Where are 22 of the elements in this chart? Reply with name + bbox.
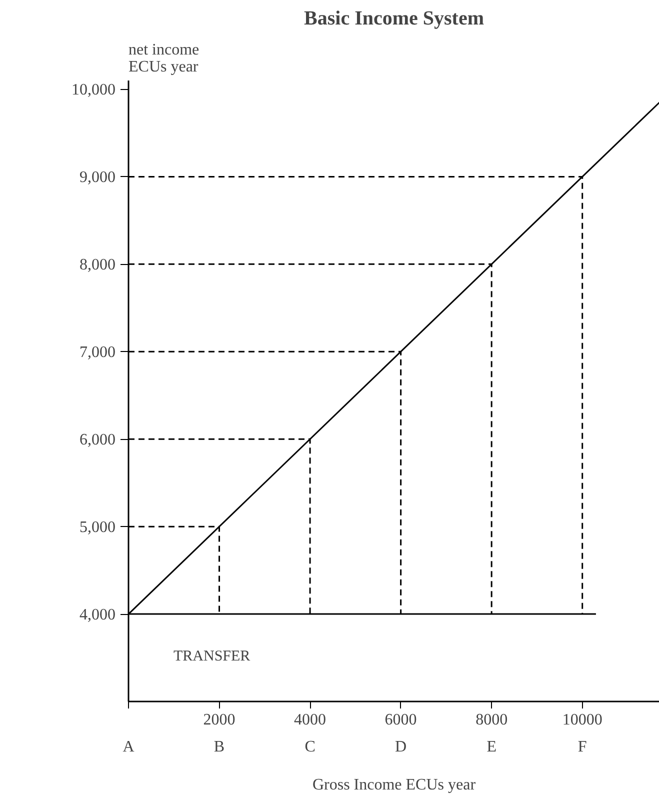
y-tick-label: 9,000 bbox=[80, 169, 116, 186]
y-tick-label: 5,000 bbox=[80, 519, 116, 536]
y-axis-title: net income ECUs year bbox=[128, 42, 200, 76]
annotation: TRANSFER bbox=[174, 648, 250, 664]
x-tick-label: 10000 bbox=[562, 712, 602, 728]
text: B bbox=[214, 738, 225, 756]
y-tick-label: 8,000 bbox=[80, 256, 116, 274]
y-tick-label: 7,000 bbox=[80, 344, 116, 362]
chart-title: Basic Income System bbox=[304, 8, 484, 30]
x-tick-label: 6000 bbox=[384, 712, 417, 728]
x-tick-label: 8000 bbox=[476, 712, 508, 728]
text: D bbox=[395, 738, 407, 756]
x-axis-title: Gross Income ECUs year bbox=[312, 776, 476, 794]
y-tick-label: 10,000 bbox=[72, 82, 116, 99]
text: C bbox=[304, 738, 316, 756]
y-tick-label: 4,000 bbox=[80, 606, 116, 624]
y-tick-label: 6,000 bbox=[80, 432, 116, 449]
x-tick-label: 4000 bbox=[294, 712, 326, 728]
x-tick-label: 2000 bbox=[203, 712, 236, 728]
text: A bbox=[122, 738, 135, 756]
text: E bbox=[486, 738, 496, 756]
text: F bbox=[578, 738, 587, 756]
